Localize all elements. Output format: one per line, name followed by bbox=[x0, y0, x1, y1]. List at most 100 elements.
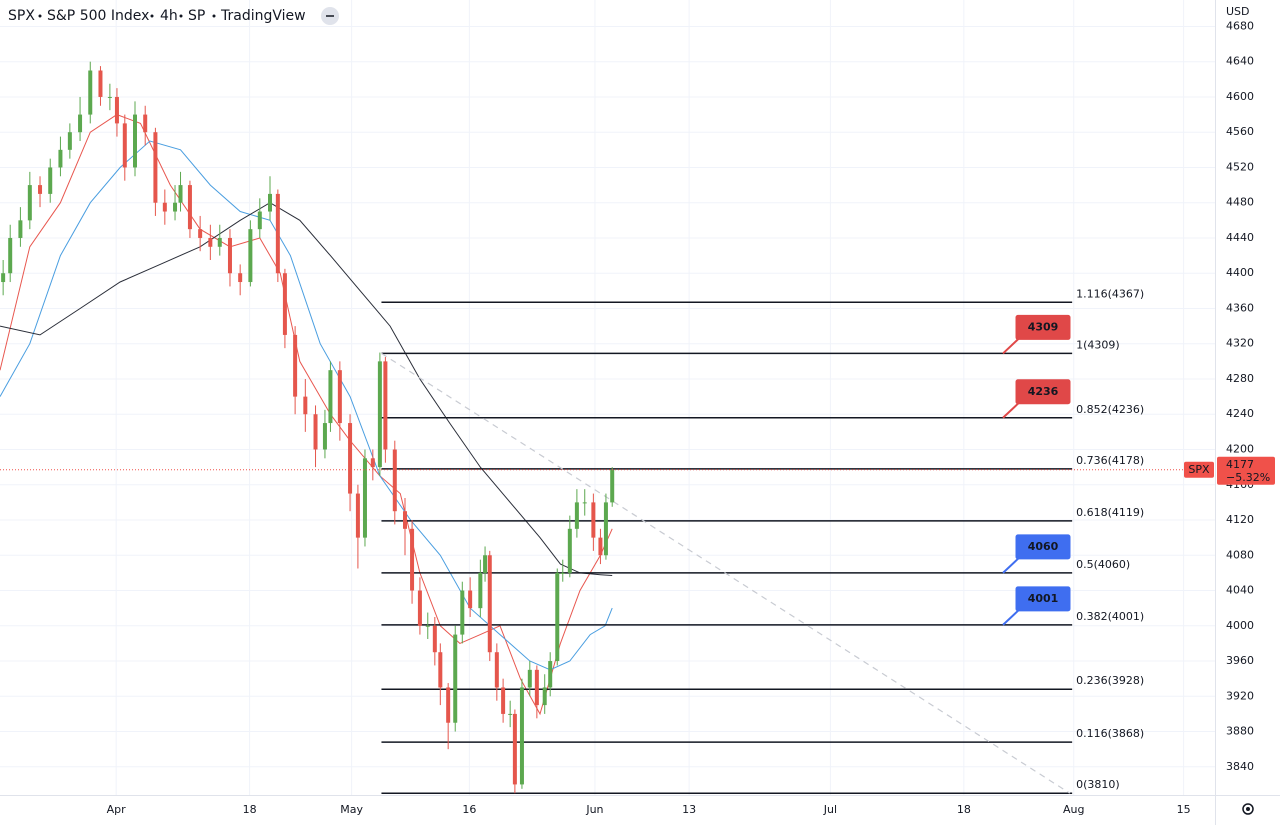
interval: 4h bbox=[160, 8, 178, 24]
candle-body bbox=[48, 167, 53, 194]
callout-label: 4236 bbox=[1028, 385, 1059, 398]
y-tick-label: 3960 bbox=[1226, 654, 1254, 667]
candle-body bbox=[268, 193, 272, 212]
separator bbox=[179, 14, 183, 18]
y-tick-label: 4200 bbox=[1226, 443, 1254, 456]
candle-body bbox=[512, 713, 517, 785]
candle-body bbox=[501, 687, 506, 714]
candle-body bbox=[18, 220, 23, 238]
candle-body bbox=[355, 493, 360, 538]
candle-body bbox=[403, 511, 407, 529]
candle-body bbox=[313, 414, 318, 450]
source: TradingView bbox=[220, 8, 306, 24]
candle-body bbox=[98, 70, 103, 97]
candle-body bbox=[238, 273, 243, 283]
candle-body bbox=[494, 652, 499, 688]
x-tick-label: 15 bbox=[1177, 803, 1191, 816]
callout-label: 4001 bbox=[1028, 592, 1059, 605]
y-tick-label: 3920 bbox=[1226, 689, 1254, 702]
currency: USD bbox=[1226, 5, 1250, 18]
y-tick-label: 4400 bbox=[1226, 266, 1254, 279]
candle-body bbox=[178, 185, 183, 203]
candle-body bbox=[153, 132, 158, 203]
candle-body bbox=[432, 625, 437, 653]
x-tick-label: 18 bbox=[243, 803, 257, 816]
moving-average-line bbox=[0, 140, 613, 671]
y-tick-label: 4000 bbox=[1226, 619, 1254, 632]
settings-button[interactable] bbox=[1242, 803, 1254, 815]
candle-body bbox=[548, 661, 553, 688]
candle-body bbox=[417, 590, 422, 626]
candle-body bbox=[425, 625, 430, 627]
candle-body bbox=[328, 370, 333, 424]
candle-body bbox=[392, 449, 397, 512]
candle-body bbox=[582, 502, 587, 504]
last-price-tag bbox=[1217, 456, 1275, 485]
candle-body bbox=[282, 273, 287, 335]
x-tick-label: Aug bbox=[1063, 803, 1084, 816]
candle-body bbox=[198, 229, 203, 238]
fib-level-label: 0.236(3928) bbox=[1076, 674, 1144, 687]
separator bbox=[150, 14, 154, 18]
symbol: SPX bbox=[8, 8, 35, 24]
fib-level-label: 1.116(4367) bbox=[1076, 287, 1144, 300]
candle-body bbox=[78, 114, 83, 133]
candle-body bbox=[122, 123, 127, 168]
candle-body bbox=[162, 202, 167, 212]
fib-level-label: 0(3810) bbox=[1076, 778, 1120, 791]
candle-body bbox=[8, 237, 13, 274]
instrument-name: S&P 500 Index bbox=[47, 8, 149, 24]
candle-body bbox=[143, 114, 148, 133]
candle-body bbox=[534, 669, 539, 706]
y-tick-label: 4560 bbox=[1226, 125, 1254, 138]
y-tick-label: 4480 bbox=[1226, 196, 1254, 209]
y-tick-label: 4520 bbox=[1226, 160, 1254, 173]
x-tick-label: 13 bbox=[682, 803, 696, 816]
candle-body bbox=[410, 528, 415, 591]
x-tick-label: 16 bbox=[462, 803, 476, 816]
callout-box bbox=[1015, 586, 1071, 612]
candle-body bbox=[598, 537, 603, 556]
change-label: −5.32% bbox=[1226, 471, 1270, 484]
y-tick-label: 4240 bbox=[1226, 407, 1254, 420]
y-tick-label: 4680 bbox=[1226, 19, 1254, 32]
callout-label: 4060 bbox=[1028, 540, 1059, 553]
candle-body bbox=[27, 185, 32, 221]
candle-body bbox=[519, 687, 524, 785]
candle-body bbox=[227, 237, 232, 274]
y-tick-label: 4280 bbox=[1226, 372, 1254, 385]
candle-body bbox=[348, 423, 353, 494]
candle-body bbox=[438, 652, 443, 688]
settings-icon-center bbox=[1246, 807, 1250, 811]
candle-body bbox=[508, 713, 513, 715]
y-tick-label: 4040 bbox=[1226, 584, 1254, 597]
candle-body bbox=[383, 361, 388, 450]
candle-body bbox=[527, 669, 532, 688]
y-tick-label: 4440 bbox=[1226, 231, 1254, 244]
x-tick-label: Apr bbox=[107, 803, 127, 816]
candle-body bbox=[542, 687, 547, 706]
candle-body bbox=[275, 193, 280, 274]
candle-body bbox=[88, 70, 93, 115]
callout-pointer bbox=[1002, 556, 1021, 574]
candle-body bbox=[58, 149, 63, 168]
candle-body bbox=[187, 185, 192, 230]
y-tick-label: 4600 bbox=[1226, 90, 1254, 103]
candle-body bbox=[217, 237, 222, 247]
callout-box bbox=[1015, 379, 1071, 405]
candle-body bbox=[293, 334, 298, 397]
candle-body bbox=[460, 590, 465, 635]
candle-body bbox=[370, 458, 375, 468]
header: SPX S&P 500 Index 4h SP TradingView bbox=[8, 7, 339, 25]
symbol-tag-label: SPX bbox=[1188, 463, 1210, 476]
candle-body bbox=[591, 502, 596, 538]
candle-body bbox=[555, 572, 560, 662]
y-tick-label: 3840 bbox=[1226, 760, 1254, 773]
callout-box bbox=[1015, 534, 1071, 560]
candle-body bbox=[133, 114, 137, 168]
y-tick-label: 4360 bbox=[1226, 301, 1254, 314]
fib-level-label: 0.116(3868) bbox=[1076, 727, 1144, 740]
y-tick-label: 3880 bbox=[1226, 725, 1254, 738]
